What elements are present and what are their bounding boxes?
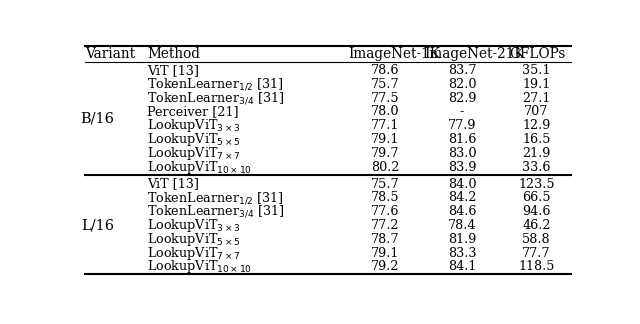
Text: LookupViT$_{3\times3}$: LookupViT$_{3\times3}$ — [147, 117, 241, 134]
Text: 35.1: 35.1 — [522, 64, 550, 77]
Text: 79.2: 79.2 — [371, 260, 399, 273]
Text: 82.9: 82.9 — [447, 92, 476, 105]
Text: 19.1: 19.1 — [522, 78, 550, 91]
Text: 77.7: 77.7 — [522, 247, 550, 260]
Text: 77.9: 77.9 — [447, 119, 476, 132]
Text: 27.1: 27.1 — [522, 92, 550, 105]
Text: ViT [13]: ViT [13] — [147, 64, 199, 77]
Text: 84.2: 84.2 — [447, 191, 476, 204]
Text: 83.0: 83.0 — [447, 147, 476, 160]
Text: LookupViT$_{5\times5}$: LookupViT$_{5\times5}$ — [147, 231, 241, 248]
Text: 78.4: 78.4 — [447, 219, 476, 232]
Text: TokenLearner$_{3/4}$ [31]: TokenLearner$_{3/4}$ [31] — [147, 204, 284, 219]
Text: 83.3: 83.3 — [447, 247, 476, 260]
Text: LookupViT$_{10\times10}$: LookupViT$_{10\times10}$ — [147, 158, 252, 176]
Text: LookupViT$_{3\times3}$: LookupViT$_{3\times3}$ — [147, 217, 241, 234]
Text: 46.2: 46.2 — [522, 219, 550, 232]
Text: Method: Method — [147, 47, 200, 61]
Text: 77.6: 77.6 — [371, 205, 399, 218]
Text: LookupViT$_{7\times7}$: LookupViT$_{7\times7}$ — [147, 245, 241, 261]
Text: 16.5: 16.5 — [522, 133, 550, 146]
Text: 84.6: 84.6 — [447, 205, 476, 218]
Text: ImageNet-21K: ImageNet-21K — [425, 47, 525, 61]
Text: 78.7: 78.7 — [371, 233, 399, 246]
Text: 84.1: 84.1 — [448, 260, 476, 273]
Text: 79.1: 79.1 — [371, 247, 399, 260]
Text: TokenLearner$_{1/2}$ [31]: TokenLearner$_{1/2}$ [31] — [147, 190, 284, 206]
Text: 81.9: 81.9 — [448, 233, 476, 246]
Text: TokenLearner$_{3/4}$ [31]: TokenLearner$_{3/4}$ [31] — [147, 90, 284, 106]
Text: 81.6: 81.6 — [448, 133, 476, 146]
Text: 118.5: 118.5 — [518, 260, 555, 273]
Text: Variant: Variant — [85, 47, 135, 61]
Text: GFLOPs: GFLOPs — [509, 47, 565, 61]
Text: Perceiver [21]: Perceiver [21] — [147, 105, 239, 118]
Text: 79.1: 79.1 — [371, 133, 399, 146]
Text: 77.5: 77.5 — [371, 92, 399, 105]
Text: LookupViT$_{10\times10}$: LookupViT$_{10\times10}$ — [147, 258, 252, 275]
Text: 33.6: 33.6 — [522, 161, 550, 174]
Text: -: - — [460, 105, 464, 118]
Text: L/16: L/16 — [81, 218, 114, 232]
Text: LookupViT$_{7\times7}$: LookupViT$_{7\times7}$ — [147, 145, 241, 162]
Text: 94.6: 94.6 — [522, 205, 550, 218]
Text: 75.7: 75.7 — [371, 178, 399, 191]
Text: 80.2: 80.2 — [371, 161, 399, 174]
Text: ViT [13]: ViT [13] — [147, 178, 199, 191]
Text: 123.5: 123.5 — [518, 178, 555, 191]
Text: 66.5: 66.5 — [522, 191, 550, 204]
Text: 78.0: 78.0 — [371, 105, 399, 118]
Text: LookupViT$_{5\times5}$: LookupViT$_{5\times5}$ — [147, 131, 241, 148]
Text: 83.7: 83.7 — [447, 64, 476, 77]
Text: 75.7: 75.7 — [371, 78, 399, 91]
Text: 77.2: 77.2 — [371, 219, 399, 232]
Text: 12.9: 12.9 — [522, 119, 550, 132]
Text: 82.0: 82.0 — [447, 78, 476, 91]
Text: 84.0: 84.0 — [447, 178, 476, 191]
Text: 21.9: 21.9 — [522, 147, 550, 160]
Text: 58.8: 58.8 — [522, 233, 550, 246]
Text: 78.5: 78.5 — [371, 191, 399, 204]
Text: ImageNet-1K: ImageNet-1K — [348, 47, 440, 61]
Text: TokenLearner$_{1/2}$ [31]: TokenLearner$_{1/2}$ [31] — [147, 76, 284, 92]
Text: 79.7: 79.7 — [371, 147, 399, 160]
Text: 707: 707 — [524, 105, 548, 118]
Text: 78.6: 78.6 — [371, 64, 399, 77]
Text: B/16: B/16 — [81, 112, 115, 126]
Text: 83.9: 83.9 — [447, 161, 476, 174]
Text: 77.1: 77.1 — [371, 119, 399, 132]
